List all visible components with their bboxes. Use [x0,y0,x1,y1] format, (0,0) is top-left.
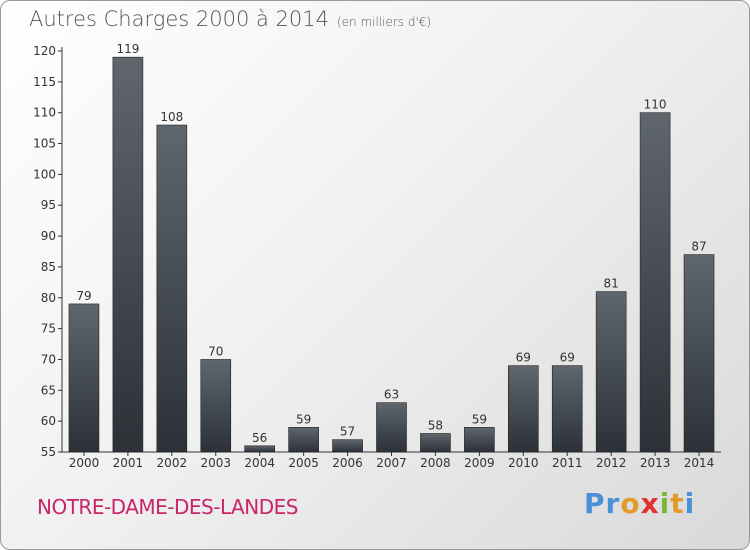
x-tick-label: 2002 [157,456,188,470]
bar-value-label: 69 [516,351,531,365]
x-tick-label: 2011 [552,456,583,470]
bar [464,427,495,453]
bar [288,427,319,453]
logo-letter: o [620,487,641,520]
x-tick-label: 2000 [69,456,100,470]
logo-letter: P [584,487,606,520]
bar [683,254,715,453]
bar-value-label: 59 [296,412,311,426]
bar-value-label: 69 [560,351,575,365]
x-tick-label: 2008 [420,456,451,470]
y-tick-label: 60 [41,414,56,428]
city-name: NOTRE-DAME-DES-LANDES [37,495,298,519]
y-tick-label: 85 [41,260,56,274]
y-tick-label: 110 [33,106,56,120]
bar [376,402,407,453]
y-tick-label: 95 [41,198,56,212]
x-tick-label: 2010 [508,456,539,470]
x-tick-label: 2004 [244,456,275,470]
bar [68,303,100,453]
chart-title-text: Autres Charges 2000 à 2014 [29,7,329,31]
x-tick-label: 2005 [288,456,319,470]
y-tick-label: 115 [33,75,56,89]
y-tick-label: 65 [41,383,56,397]
bar-value-label: 119 [116,42,139,56]
y-tick-label: 80 [41,291,56,305]
bar-value-label: 87 [691,240,706,254]
bar-value-label: 70 [208,344,223,358]
x-tick-label: 2001 [113,456,144,470]
chart-subtitle: (en milliers d'€) [336,15,432,29]
x-tick-label: 2014 [684,456,715,470]
logo-letter: i [684,487,696,520]
bar [507,365,539,453]
logo-letter: x [640,487,660,520]
x-tick-label: 2003 [200,456,231,470]
x-tick-label: 2013 [640,456,671,470]
bar [156,124,188,453]
bar [639,112,671,453]
y-tick-label: 75 [41,322,56,336]
bar [595,291,627,453]
bar-value-label: 58 [428,418,443,432]
chart-title: Autres Charges 2000 à 2014 (en milliers d… [29,7,431,31]
bar-value-label: 81 [604,277,619,291]
bar [112,56,144,453]
logo-letter: r [605,487,621,520]
x-tick-label: 2006 [332,456,363,470]
y-tick-label: 70 [41,352,56,366]
bar-value-label: 79 [76,289,91,303]
x-tick-label: 2007 [376,456,407,470]
y-tick-label: 100 [33,167,56,181]
logo-letter: i [659,487,671,520]
bar [200,359,232,453]
bar-value-label: 59 [472,412,487,426]
y-tick-label: 120 [33,44,56,58]
y-tick-label: 105 [33,137,56,151]
y-tick-label: 90 [41,229,56,243]
bar-value-label: 63 [384,388,399,402]
bar-value-label: 108 [160,110,183,124]
bar [244,445,275,453]
x-tick-label: 2009 [464,456,495,470]
bar-value-label: 57 [340,425,355,439]
x-tick-label: 2012 [596,456,627,470]
y-tick-label: 55 [41,445,56,459]
logo-letter: t [670,487,685,520]
bar [551,365,583,453]
bar-value-label: 110 [644,98,667,112]
bar [420,433,451,453]
bar [332,439,363,453]
proxiti-logo: Proxiti [584,487,695,520]
bar-value-label: 56 [252,431,267,445]
